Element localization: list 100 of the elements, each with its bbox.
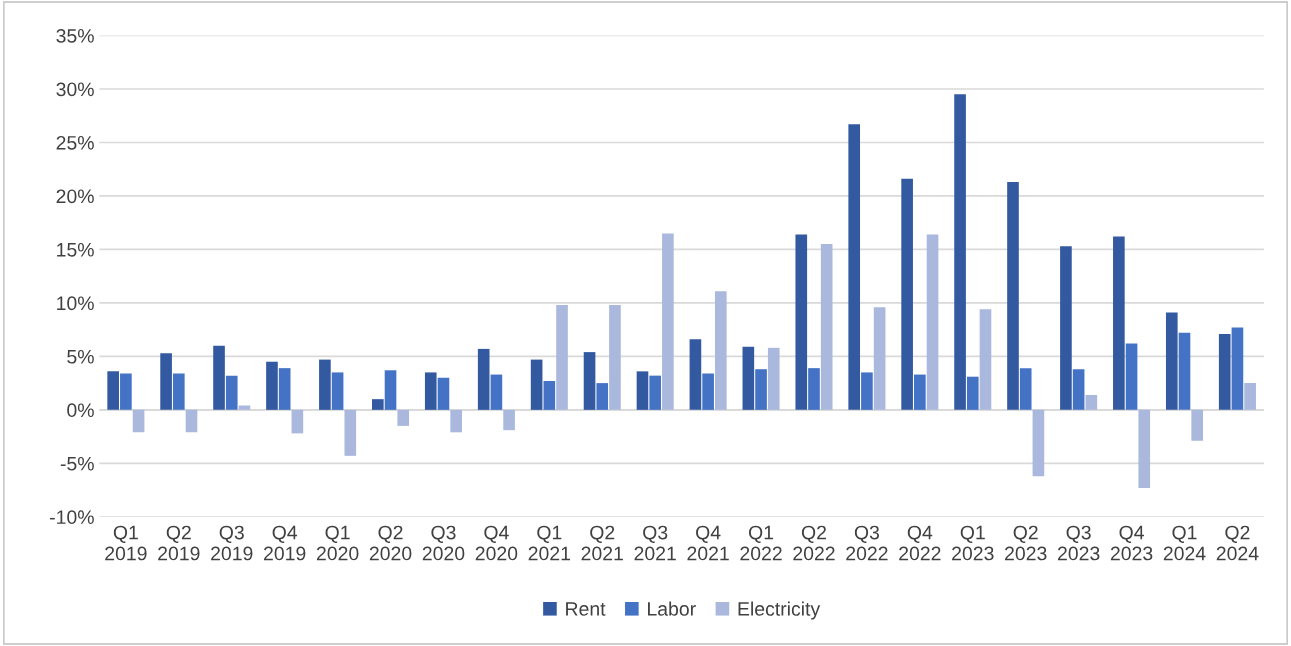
y-tick-label: 5%	[67, 349, 94, 364]
bar	[132, 409, 145, 433]
bar	[755, 369, 767, 410]
bar	[1165, 312, 1178, 410]
y-tick-label: -5%	[60, 456, 94, 471]
bar	[450, 409, 462, 433]
bar	[1085, 394, 1098, 410]
bar	[861, 372, 873, 410]
bar	[120, 373, 132, 410]
y-tick-label: -10%	[50, 510, 94, 525]
bar	[1138, 409, 1151, 488]
y-tick-label: 0%	[67, 403, 94, 418]
bar	[384, 370, 397, 410]
bar	[926, 234, 939, 410]
bar	[1191, 409, 1204, 441]
legend-label: Rent	[566, 602, 606, 616]
bar	[1113, 236, 1125, 410]
bar	[225, 375, 238, 410]
bar	[966, 376, 979, 410]
bar	[291, 409, 304, 434]
x-tick-label: Q4 2019	[264, 525, 306, 561]
bar	[372, 399, 384, 410]
bar	[424, 372, 437, 410]
bar	[319, 359, 331, 410]
x-tick-label: Q2 2024	[1216, 525, 1259, 561]
bar	[795, 234, 808, 410]
y-tick-label: 10%	[57, 296, 94, 311]
bar	[172, 373, 185, 410]
x-tick-label: Q1 2024	[1163, 525, 1206, 561]
bar	[609, 305, 621, 410]
y-tick-label: 35%	[56, 29, 94, 43]
bar	[1178, 332, 1191, 410]
bar	[213, 345, 225, 410]
x-tick-label: Q2 2023	[1005, 525, 1047, 561]
bar	[820, 244, 833, 410]
bar	[266, 361, 278, 410]
bar	[490, 374, 503, 410]
x-tick-label: Q3 2021	[634, 525, 676, 561]
bar	[1125, 343, 1138, 410]
x-tick-label: Q3 2023	[1057, 525, 1100, 561]
bar	[596, 383, 609, 410]
x-tick-label: Q2 2019	[158, 525, 200, 561]
bar	[662, 233, 674, 410]
bar	[714, 291, 727, 410]
bar	[1244, 383, 1256, 410]
bar	[689, 339, 702, 410]
x-tick-label: Q1 2019	[105, 525, 147, 561]
bar	[107, 371, 119, 410]
bar	[848, 124, 861, 410]
bar	[1007, 182, 1019, 410]
x-tick-label: Q2 2022	[793, 525, 835, 561]
bar	[954, 94, 966, 410]
bar	[914, 374, 926, 410]
x-tick-label: Q4 2021	[687, 525, 729, 561]
bar	[397, 409, 410, 426]
bar	[583, 352, 596, 410]
x-tick-label: Q3 2022	[846, 525, 888, 561]
bar	[543, 380, 556, 410]
x-tick-label: Q1 2021	[528, 525, 570, 561]
bar	[702, 373, 714, 410]
bar	[278, 368, 291, 410]
bar	[477, 348, 490, 410]
bar	[873, 307, 886, 410]
x-tick-label: Q4 2020	[475, 525, 518, 561]
y-tick-label: 30%	[56, 82, 94, 97]
bar	[1072, 369, 1085, 410]
bar	[556, 305, 568, 410]
bar	[901, 178, 913, 410]
legend-label: Labor	[648, 601, 696, 616]
y-tick-label: 20%	[56, 189, 94, 204]
bar	[1231, 327, 1244, 410]
bar	[1019, 368, 1032, 410]
x-tick-label: Q2 2021	[581, 525, 623, 561]
bar	[331, 372, 344, 410]
x-tick-label: Q1 2020	[316, 525, 359, 561]
bar	[808, 368, 820, 410]
x-tick-label: Q3 2019	[211, 525, 253, 561]
bar	[649, 375, 661, 410]
y-tick-label: 15%	[57, 242, 94, 257]
x-tick-label: Q4 2022	[899, 525, 941, 561]
bar	[344, 409, 357, 456]
x-tick-label: Q2 2020	[369, 525, 412, 561]
bar	[1218, 333, 1231, 410]
bar	[530, 359, 543, 410]
bar	[160, 353, 172, 410]
x-tick-label: Q1 2022	[740, 525, 782, 561]
x-tick-label: Q1 2023	[952, 525, 994, 561]
bar	[636, 371, 649, 410]
bar	[1032, 409, 1045, 477]
bar	[979, 309, 992, 410]
bar	[742, 346, 755, 410]
bar	[185, 409, 198, 433]
bar	[1060, 246, 1072, 410]
x-tick-label: Q4 2023	[1110, 525, 1153, 561]
bar	[437, 377, 450, 410]
y-tick-label: 25%	[56, 135, 94, 150]
legend-label: Electricity	[738, 601, 821, 620]
bar	[767, 347, 780, 410]
x-tick-label: Q3 2020	[422, 525, 465, 561]
bar	[503, 409, 515, 431]
